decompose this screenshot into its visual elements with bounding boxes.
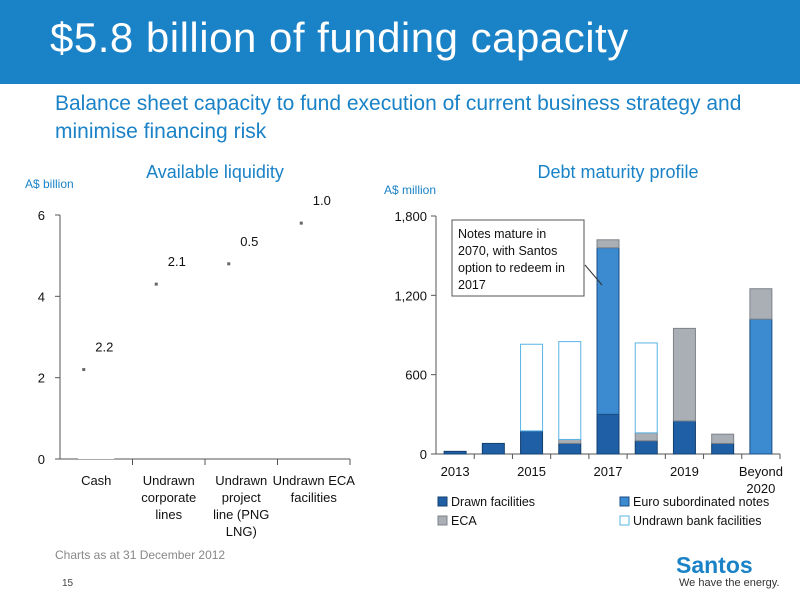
left-ytick-label: 2: [38, 371, 45, 386]
right-bar-segment: [634, 432, 658, 442]
logo-tagline: We have the energy.: [679, 577, 780, 589]
right-xtick-label: 2015: [517, 464, 546, 479]
right-bar-segment: [749, 318, 773, 455]
right-ytick-label: 0: [420, 447, 427, 462]
logo-wordmark: Santos: [676, 552, 753, 578]
company-logo: Santos We have the energy.: [676, 553, 788, 590]
legend-swatch: [619, 496, 630, 507]
right-xtick-label: Beyond 2020: [739, 464, 783, 496]
right-bar-segment: [558, 442, 582, 455]
chart-footnote: Charts as at 31 December 2012: [55, 548, 226, 562]
right-xtick-label: 2017: [594, 464, 623, 479]
right-bar-segment: [634, 440, 658, 455]
left-ytick-label: 6: [38, 208, 45, 223]
right-bar-segment: [520, 343, 544, 432]
right-bar-segment: [672, 420, 696, 455]
right-bar-segment: [749, 288, 773, 320]
left-bar: [295, 223, 332, 264]
left-bar-marker: [299, 221, 303, 225]
available-liquidity-chart: Available liquidity A$ billion 0 2 4 6 2.2 2…: [25, 162, 356, 539]
legend-label: Drawn facilities: [451, 495, 535, 509]
right-chart-ylabel: A$ million: [384, 183, 436, 197]
left-data-label: 1.0: [313, 193, 331, 208]
right-bar-segment: [443, 450, 467, 455]
annotation-arrow: [584, 264, 603, 286]
right-bar-segment: [558, 341, 582, 440]
right-xtick-label: 2013: [441, 464, 470, 479]
annotation-text: Notes mature in 2070, with Santos option t…: [458, 227, 565, 292]
right-ytick-label: 600: [405, 368, 427, 383]
left-xtick-label: Undrawn ECA facilities: [273, 473, 356, 505]
legend-swatch: [437, 515, 448, 526]
right-bar-segment: [596, 247, 620, 415]
legend-swatch: [619, 515, 630, 526]
right-xtick-label: 2019: [670, 464, 699, 479]
right-bar-segment: [520, 430, 544, 455]
left-data-label: 0.5: [240, 234, 258, 249]
legend-label: Euro subordinated notes: [633, 495, 769, 509]
chart-annotation: Notes mature in 2070, with Santos option t…: [451, 219, 603, 297]
left-bar: [78, 369, 115, 459]
right-ytick-label: 1,200: [394, 288, 427, 303]
page-subtitle: Balance sheet capacity to fund execution…: [55, 92, 742, 143]
page-title: $5.8 billion of funding capacity: [50, 14, 629, 61]
right-chart-title: Debt maturity profile: [537, 162, 698, 182]
annotation-box: [451, 219, 585, 297]
right-bar-segment: [596, 239, 620, 249]
right-bar-segment: [596, 413, 620, 455]
left-data-label: 2.2: [95, 340, 113, 355]
left-bar: [150, 284, 187, 370]
right-bar-segment: [672, 327, 696, 422]
left-ytick-label: 4: [38, 289, 45, 304]
left-xtick-label: Cash: [81, 473, 111, 488]
right-bar-segment: [711, 442, 735, 455]
legend-label: ECA: [451, 514, 477, 528]
left-chart-title: Available liquidity: [146, 162, 284, 182]
right-bar-segment: [558, 438, 582, 444]
left-bar-marker: [227, 262, 231, 266]
title-bar: [0, 0, 800, 84]
left-data-label: 2.1: [168, 254, 186, 269]
left-bar-marker: [82, 368, 86, 372]
right-bar-segment: [711, 433, 735, 444]
left-bar-marker: [154, 282, 158, 286]
left-xtick-label: Undrawn corporate lines: [141, 473, 196, 522]
right-bar-segment: [481, 442, 505, 455]
left-xtick-label: Undrawn project line (PNG LNG): [213, 473, 269, 539]
left-chart-ylabel: A$ billion: [25, 177, 74, 191]
right-ytick-label: 1,800: [394, 209, 427, 224]
left-bar: [223, 263, 260, 285]
debt-maturity-chart: Debt maturity profile A$ million 0 600 1,2…: [384, 162, 783, 528]
legend-swatch: [437, 496, 448, 507]
right-bar-segment: [634, 342, 658, 434]
legend-label: Undrawn bank facilities: [633, 514, 762, 528]
page-number: 15: [62, 578, 74, 589]
left-ytick-label: 0: [38, 452, 45, 467]
